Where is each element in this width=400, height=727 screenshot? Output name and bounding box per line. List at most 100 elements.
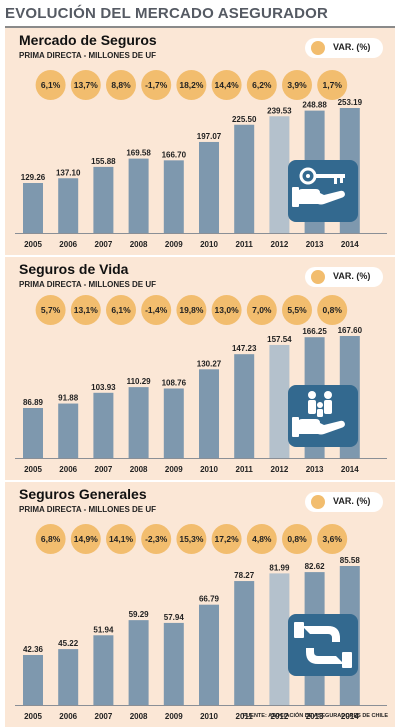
variation-bubble: [246, 524, 277, 554]
bar-value-label: 169.58: [126, 149, 151, 158]
variation-bubble: [70, 295, 101, 325]
x-tick-label: 2007: [95, 240, 113, 249]
bar-value-label: 225.50: [232, 115, 257, 124]
x-tick-label: 2011: [236, 240, 254, 249]
x-tick-label: 2005: [24, 712, 42, 721]
variation-bubble: [176, 524, 207, 554]
bar-value-label: 78.27: [234, 571, 255, 580]
bar-value-label: 85.58: [340, 556, 361, 565]
panel-seguros-generales: Seguros Generales PRIMA DIRECTA - MILLON…: [5, 482, 395, 727]
x-tick-label: 2006: [59, 240, 77, 249]
x-tick-label: 2009: [165, 712, 183, 721]
legend-swatch: [311, 495, 325, 509]
bar-value-label: 253.19: [338, 98, 363, 107]
bar-2010: [199, 604, 219, 705]
legend-label: VAR. (%): [333, 496, 371, 506]
x-tick-label: 2013: [306, 712, 324, 721]
hand-key-icon: [288, 160, 358, 222]
bar-value-label: 129.26: [21, 173, 46, 182]
x-tick-label: 2014: [341, 240, 359, 249]
variation-label: 14,9%: [74, 534, 99, 544]
variation-bubble: [282, 70, 312, 100]
x-tick-label: 2012: [271, 465, 289, 474]
legend-swatch: [311, 41, 325, 55]
bar-value-label: 166.25: [302, 327, 327, 336]
variation-bubble: [106, 295, 136, 325]
legend-swatch: [311, 270, 325, 284]
x-tick-label: 2010: [200, 712, 218, 721]
x-tick-label: 2008: [130, 712, 148, 721]
variation-bubble: [35, 70, 66, 100]
chart-subtitle: PRIMA DIRECTA - MILLONES DE UF: [19, 505, 157, 514]
x-tick-label: 2009: [165, 465, 183, 474]
variation-label: 6,1%: [111, 305, 131, 315]
variation-label: 1,7%: [323, 80, 343, 90]
x-tick-label: 2011: [236, 465, 254, 474]
bar-2010: [199, 141, 219, 233]
variation-label: 13,0%: [215, 305, 240, 315]
variation-label: 6,1%: [41, 80, 61, 90]
variation-label: 17,2%: [215, 534, 240, 544]
bar-value-label: 110.29: [127, 377, 152, 386]
bar-value-label: 130.27: [197, 359, 222, 368]
bar-value-label: 155.88: [91, 157, 116, 166]
variation-bubble: [246, 295, 277, 325]
variation-bubble: [317, 295, 348, 325]
x-tick-label: 2007: [95, 712, 113, 721]
x-tick-label: 2005: [24, 465, 42, 474]
variation-label: 14,1%: [109, 534, 134, 544]
chart-subtitle: PRIMA DIRECTA - MILLONES DE UF: [19, 280, 157, 289]
variation-bubble: [106, 70, 136, 100]
variation-label: 0,8%: [323, 305, 343, 315]
bar-2008: [128, 620, 149, 705]
x-tick-label: 2014: [341, 465, 359, 474]
bar-value-label: 66.79: [199, 595, 220, 604]
bar-2007: [93, 166, 114, 233]
variation-label: 13,7%: [74, 80, 99, 90]
x-tick-label: 2007: [95, 465, 113, 474]
variation-label: 18,2%: [179, 80, 204, 90]
x-tick-label: 2005: [24, 240, 42, 249]
variation-bubble: [141, 295, 172, 325]
bar-2005: [23, 183, 43, 233]
bar-2008: [128, 158, 149, 233]
bar-value-label: 166.70: [162, 150, 187, 159]
variation-bubble: [211, 524, 242, 554]
x-tick-label: 2010: [200, 465, 218, 474]
bar-2011: [234, 124, 255, 233]
x-tick-label: 2011: [236, 712, 254, 721]
variation-bubble: [141, 524, 172, 554]
bar-value-label: 51.94: [93, 625, 114, 634]
bar-2012: [269, 573, 290, 705]
variation-label: 15,3%: [179, 534, 204, 544]
bar-2012: [269, 116, 290, 233]
bar-2005: [23, 408, 43, 458]
bar-2005: [23, 655, 43, 705]
bar-value-label: 91.88: [58, 394, 79, 403]
x-tick-label: 2013: [306, 465, 324, 474]
variation-label: 3,6%: [323, 534, 343, 544]
variation-bubble: [176, 70, 207, 100]
bar-value-label: 81.99: [269, 563, 290, 572]
bar-2006: [58, 649, 79, 705]
x-tick-label: 2008: [130, 240, 148, 249]
bar-value-label: 147.23: [232, 344, 257, 353]
x-tick-label: 2006: [59, 465, 77, 474]
chart-title: Seguros Generales: [19, 486, 147, 502]
variation-bubble: [211, 70, 242, 100]
bar-value-label: 57.94: [164, 613, 185, 622]
variation-bubble: [70, 524, 101, 554]
variation-label: -1,7%: [145, 80, 168, 90]
variation-bubble: [317, 524, 348, 554]
panel-seguros-de-vida: Seguros de Vida PRIMA DIRECTA - MILLONES…: [5, 257, 395, 480]
bar-value-label: 157.54: [267, 335, 292, 344]
variation-label: -2,3%: [145, 534, 168, 544]
bar-value-label: 108.76: [162, 378, 187, 387]
legend: VAR. (%): [305, 492, 383, 512]
variation-label: 5,7%: [41, 305, 61, 315]
bar-value-label: 86.89: [23, 398, 44, 407]
bar-value-label: 137.10: [56, 168, 81, 177]
page-title: EVOLUCIÓN DEL MERCADO ASEGURADOR: [5, 2, 395, 28]
bar-2010: [199, 369, 219, 458]
variation-bubble: [35, 295, 66, 325]
